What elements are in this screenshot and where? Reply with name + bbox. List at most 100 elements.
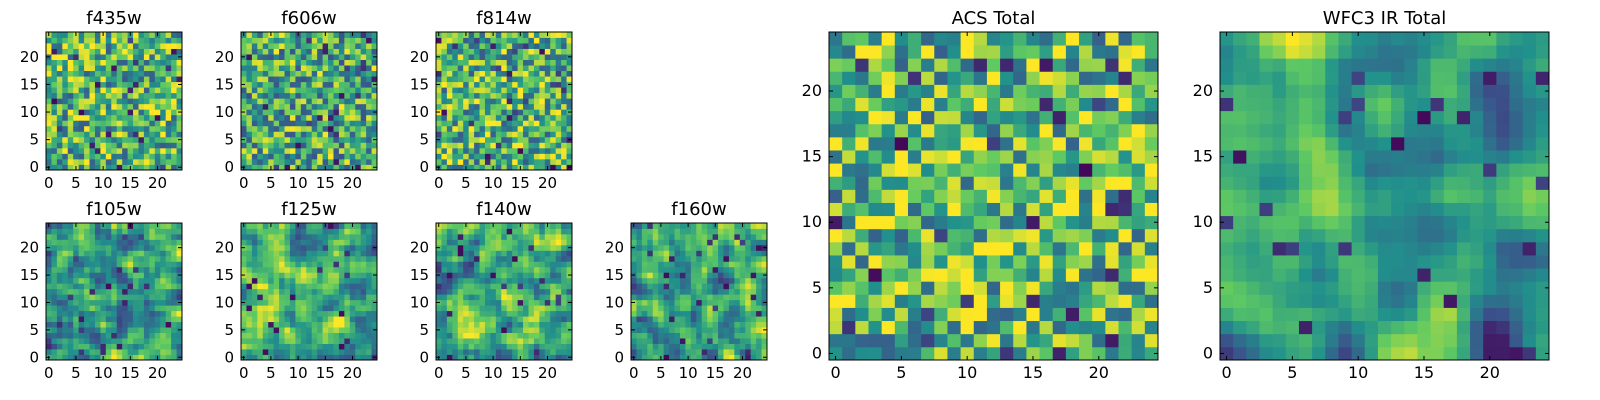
heatmap-cell (366, 37, 372, 44)
heatmap-cell (268, 153, 275, 160)
heatmap-cell (355, 103, 362, 110)
heatmap-cell (284, 131, 291, 138)
heatmap-cell (289, 250, 296, 257)
heatmap-cell (728, 250, 735, 257)
heatmap-cell (463, 343, 470, 350)
heatmap-cell (457, 305, 464, 312)
heatmap-cell (647, 327, 654, 333)
heatmap-cell (251, 43, 258, 49)
heatmap-cell (647, 338, 654, 344)
axes-frame (435, 222, 573, 361)
heatmap-cell (89, 233, 96, 240)
heatmap-cell (284, 277, 291, 284)
heatmap-cell (501, 327, 508, 333)
heatmap-cell (495, 283, 502, 290)
heatmap-cell (452, 233, 459, 240)
heatmap-cell (289, 349, 296, 355)
heatmap-cell (311, 70, 318, 77)
heatmap-cell (133, 223, 139, 229)
heatmap-cell (712, 349, 719, 355)
x-tick-label: 10 (289, 364, 308, 382)
heatmap-cell (176, 37, 183, 44)
heatmap-cell (51, 310, 58, 317)
heatmap-cell (56, 32, 63, 38)
heatmap-cell (723, 316, 730, 323)
heatmap-cell (333, 164, 340, 171)
heatmap-cell (479, 272, 486, 279)
heatmap-cell (279, 310, 285, 317)
heatmap-cell (712, 321, 719, 328)
heatmap-cell (463, 283, 470, 290)
heatmap-cell (523, 283, 529, 290)
heatmap-cell (154, 283, 161, 290)
heatmap-cell (528, 244, 535, 251)
heatmap-cell (446, 327, 453, 333)
heatmap-cell (479, 233, 486, 240)
heatmap-cell (555, 164, 562, 171)
heatmap-cell (479, 164, 486, 171)
heatmap-cell (149, 332, 156, 339)
heatmap-cell (685, 294, 692, 301)
heatmap-cell (479, 321, 486, 328)
heatmap-cell (122, 316, 128, 323)
heatmap-cell (495, 288, 502, 295)
heatmap-cell (501, 305, 508, 312)
heatmap-cell (46, 120, 52, 127)
heatmap-cell (279, 305, 285, 312)
heatmap-cell (328, 164, 334, 171)
heatmap-cell (501, 48, 508, 55)
heatmap-cell (127, 65, 134, 72)
heatmap-cell (561, 305, 567, 312)
heatmap-cell (528, 321, 535, 328)
heatmap-cell (701, 272, 708, 279)
heatmap-cell (501, 223, 508, 229)
heatmap-cell (94, 158, 101, 165)
heatmap-cell (62, 43, 69, 49)
heatmap-cell (160, 120, 167, 127)
heatmap-cell (246, 244, 253, 251)
heatmap-cell (273, 125, 280, 132)
heatmap-cell (441, 153, 448, 160)
heatmap-cell (647, 321, 654, 328)
heatmap-cell (56, 81, 63, 88)
heatmap-cell (555, 354, 562, 361)
heatmap-cell (1000, 241, 1014, 256)
heatmap-cell (284, 305, 291, 312)
heatmap-cell (149, 109, 156, 116)
heatmap-cell (960, 202, 975, 217)
heatmap-cell (533, 70, 540, 77)
heatmap-cell (669, 310, 675, 317)
heatmap-cell (171, 120, 177, 127)
heatmap-cell (550, 338, 557, 344)
heatmap-cell (641, 310, 648, 317)
heatmap-cell (122, 92, 128, 99)
heatmap-cell (328, 65, 334, 72)
heatmap-cell (300, 158, 307, 165)
heatmap-cell (89, 255, 96, 262)
heatmap-cell (479, 87, 486, 94)
heatmap-cell (360, 228, 367, 235)
heatmap-cell (474, 59, 480, 66)
heatmap-cell (484, 349, 491, 355)
heatmap-cell (934, 268, 948, 282)
heatmap-cell (333, 283, 340, 290)
heatmap-cell (712, 255, 719, 262)
heatmap-cell (360, 288, 367, 295)
heatmap-cell (160, 283, 167, 290)
heatmap-cell (295, 239, 302, 246)
heatmap-cell (761, 294, 768, 301)
heatmap-cell (56, 255, 63, 262)
heatmap-cell (463, 65, 470, 72)
heatmap-cell (528, 316, 535, 323)
heatmap-cell (344, 255, 351, 262)
heatmap-cell (116, 299, 123, 306)
heatmap-cell (501, 294, 508, 301)
heatmap-cell (62, 76, 69, 83)
heatmap-cell (371, 114, 378, 121)
heatmap-cell (550, 164, 557, 171)
heatmap-cell (506, 316, 513, 323)
heatmap-cell (78, 70, 85, 77)
heatmap-cell (484, 288, 491, 295)
heatmap-cell (344, 338, 351, 344)
heatmap-cell (122, 338, 128, 344)
